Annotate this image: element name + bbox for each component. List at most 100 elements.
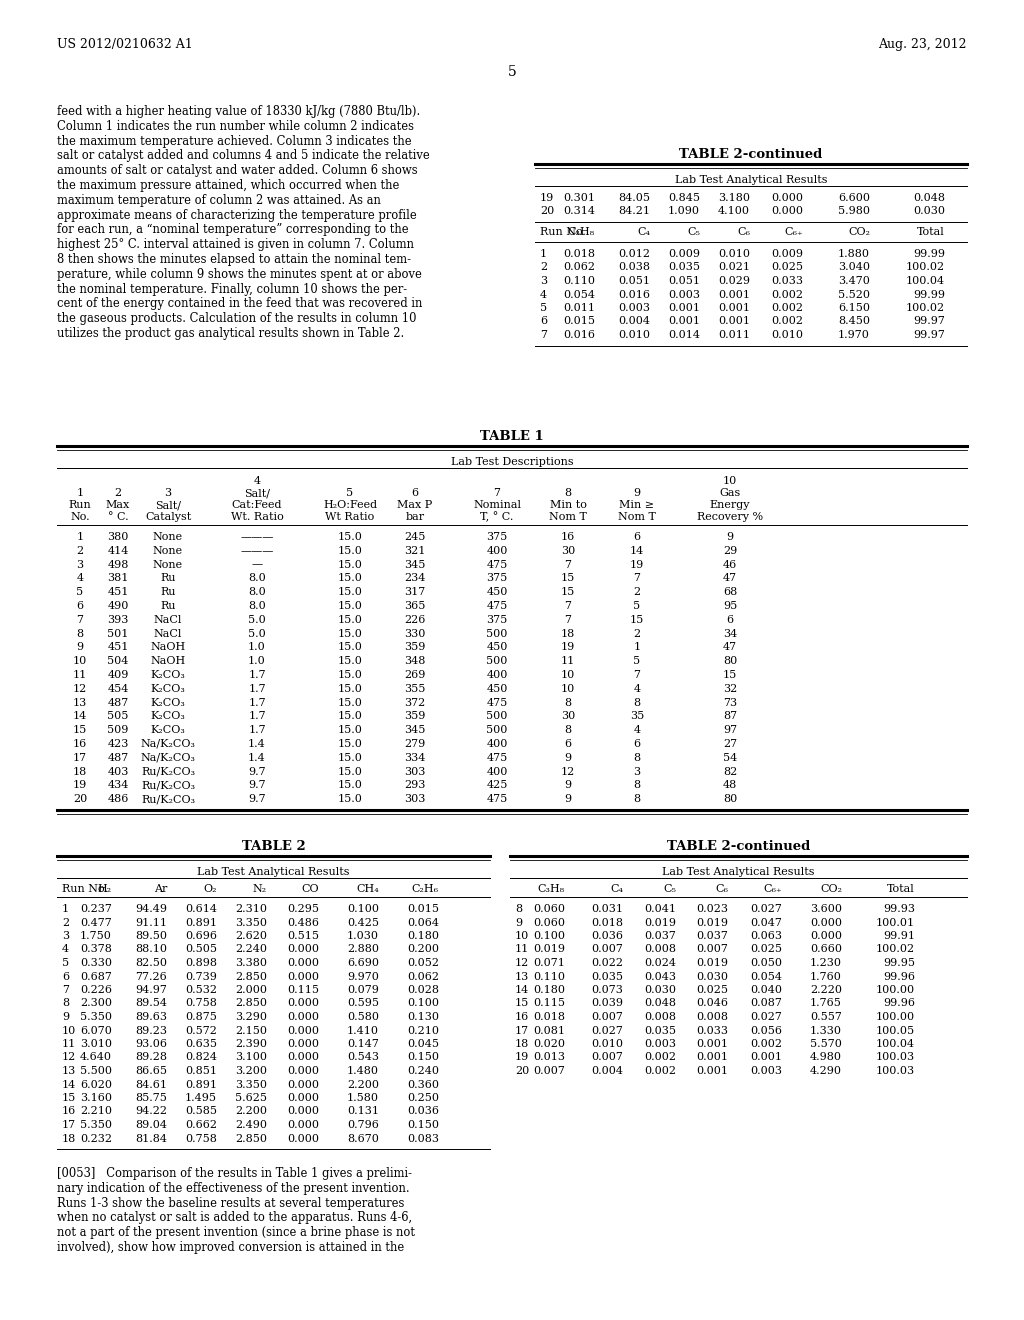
Text: 234: 234 xyxy=(404,573,426,583)
Text: 1.7: 1.7 xyxy=(248,725,266,735)
Text: 17: 17 xyxy=(73,752,87,763)
Text: 3: 3 xyxy=(634,767,641,776)
Text: 3.350: 3.350 xyxy=(234,917,267,928)
Text: 19: 19 xyxy=(515,1052,529,1063)
Text: 0.001: 0.001 xyxy=(750,1052,782,1063)
Text: 345: 345 xyxy=(404,560,426,570)
Text: 409: 409 xyxy=(108,671,129,680)
Text: 6: 6 xyxy=(77,601,84,611)
Text: 2.850: 2.850 xyxy=(234,998,267,1008)
Text: 6: 6 xyxy=(62,972,70,982)
Text: 0.000: 0.000 xyxy=(287,1052,319,1063)
Text: 0.019: 0.019 xyxy=(644,917,676,928)
Text: 5: 5 xyxy=(508,65,516,79)
Text: 6.070: 6.070 xyxy=(80,1026,112,1035)
Text: 0.595: 0.595 xyxy=(347,998,379,1008)
Text: 0.000: 0.000 xyxy=(287,1039,319,1049)
Text: 0.824: 0.824 xyxy=(185,1052,217,1063)
Text: 16: 16 xyxy=(62,1106,76,1117)
Text: 5: 5 xyxy=(62,958,70,968)
Text: 0.000: 0.000 xyxy=(287,1026,319,1035)
Text: 0.027: 0.027 xyxy=(751,904,782,913)
Text: 2.220: 2.220 xyxy=(810,985,842,995)
Text: 381: 381 xyxy=(108,573,129,583)
Text: 9: 9 xyxy=(564,780,571,791)
Text: 0.004: 0.004 xyxy=(618,317,650,326)
Text: 475: 475 xyxy=(486,560,508,570)
Text: 84.05: 84.05 xyxy=(618,193,650,203)
Text: 400: 400 xyxy=(486,739,508,748)
Text: 0.505: 0.505 xyxy=(185,945,217,954)
Text: 0.010: 0.010 xyxy=(591,1039,623,1049)
Text: Total: Total xyxy=(918,227,945,238)
Text: 7: 7 xyxy=(540,330,547,341)
Text: 0.486: 0.486 xyxy=(287,917,319,928)
Text: H₂: H₂ xyxy=(98,884,112,894)
Text: Max: Max xyxy=(105,500,130,510)
Text: T, ° C.: T, ° C. xyxy=(480,512,514,523)
Text: the nominal temperature. Finally, column 10 shows the per-: the nominal temperature. Finally, column… xyxy=(57,282,408,296)
Text: 8.450: 8.450 xyxy=(838,317,870,326)
Text: 365: 365 xyxy=(404,601,426,611)
Text: Nom T: Nom T xyxy=(549,512,587,521)
Text: 99.91: 99.91 xyxy=(883,931,915,941)
Text: Ru/K₂CO₃: Ru/K₂CO₃ xyxy=(141,767,195,776)
Text: 0.027: 0.027 xyxy=(751,1012,782,1022)
Text: 80: 80 xyxy=(723,795,737,804)
Text: C₆₊: C₆₊ xyxy=(784,227,803,238)
Text: 434: 434 xyxy=(108,780,129,791)
Text: 15.0: 15.0 xyxy=(338,711,362,722)
Text: Ru/K₂CO₃: Ru/K₂CO₃ xyxy=(141,795,195,804)
Text: 0.003: 0.003 xyxy=(668,289,700,300)
Text: 99.97: 99.97 xyxy=(913,330,945,341)
Text: 7: 7 xyxy=(494,488,501,498)
Text: 1.090: 1.090 xyxy=(668,206,700,216)
Text: 0.009: 0.009 xyxy=(771,249,803,259)
Text: TABLE 1: TABLE 1 xyxy=(480,430,544,444)
Text: 15.0: 15.0 xyxy=(338,684,362,694)
Text: 3.290: 3.290 xyxy=(234,1012,267,1022)
Text: 487: 487 xyxy=(108,697,129,708)
Text: 0.016: 0.016 xyxy=(618,289,650,300)
Text: 0.071: 0.071 xyxy=(534,958,565,968)
Text: 0.875: 0.875 xyxy=(185,1012,217,1022)
Text: 81.84: 81.84 xyxy=(135,1134,167,1143)
Text: 68: 68 xyxy=(723,587,737,597)
Text: 321: 321 xyxy=(404,545,426,556)
Text: 0.000: 0.000 xyxy=(287,1012,319,1022)
Text: 0.425: 0.425 xyxy=(347,917,379,928)
Text: 0.007: 0.007 xyxy=(591,1052,623,1063)
Text: 0.031: 0.031 xyxy=(591,904,623,913)
Text: 82: 82 xyxy=(723,767,737,776)
Text: 7: 7 xyxy=(564,601,571,611)
Text: salt or catalyst added and columns 4 and 5 indicate the relative: salt or catalyst added and columns 4 and… xyxy=(57,149,430,162)
Text: 0.004: 0.004 xyxy=(591,1067,623,1076)
Text: 2.000: 2.000 xyxy=(234,985,267,995)
Text: TABLE 2-continued: TABLE 2-continued xyxy=(667,840,810,853)
Text: 5.980: 5.980 xyxy=(838,206,870,216)
Text: 0.000: 0.000 xyxy=(287,1119,319,1130)
Text: Total: Total xyxy=(887,884,915,894)
Text: 0.000: 0.000 xyxy=(287,998,319,1008)
Text: 2: 2 xyxy=(540,263,547,272)
Text: 0.048: 0.048 xyxy=(644,998,676,1008)
Text: C₂H₆: C₂H₆ xyxy=(412,884,439,894)
Text: 0.011: 0.011 xyxy=(718,330,750,341)
Text: 1.7: 1.7 xyxy=(248,711,266,722)
Text: Ru/K₂CO₃: Ru/K₂CO₃ xyxy=(141,780,195,791)
Text: 6: 6 xyxy=(564,739,571,748)
Text: K₂CO₃: K₂CO₃ xyxy=(151,697,185,708)
Text: 5.0: 5.0 xyxy=(248,615,266,624)
Text: 1.7: 1.7 xyxy=(248,684,266,694)
Text: 11: 11 xyxy=(561,656,575,667)
Text: 15.0: 15.0 xyxy=(338,573,362,583)
Text: 8.0: 8.0 xyxy=(248,573,266,583)
Text: 0.100: 0.100 xyxy=(407,998,439,1008)
Text: 93.06: 93.06 xyxy=(135,1039,167,1049)
Text: 11: 11 xyxy=(62,1039,76,1049)
Text: 32: 32 xyxy=(723,684,737,694)
Text: 99.96: 99.96 xyxy=(883,998,915,1008)
Text: 1.495: 1.495 xyxy=(185,1093,217,1104)
Text: 0.036: 0.036 xyxy=(591,931,623,941)
Text: 0.000: 0.000 xyxy=(771,193,803,203)
